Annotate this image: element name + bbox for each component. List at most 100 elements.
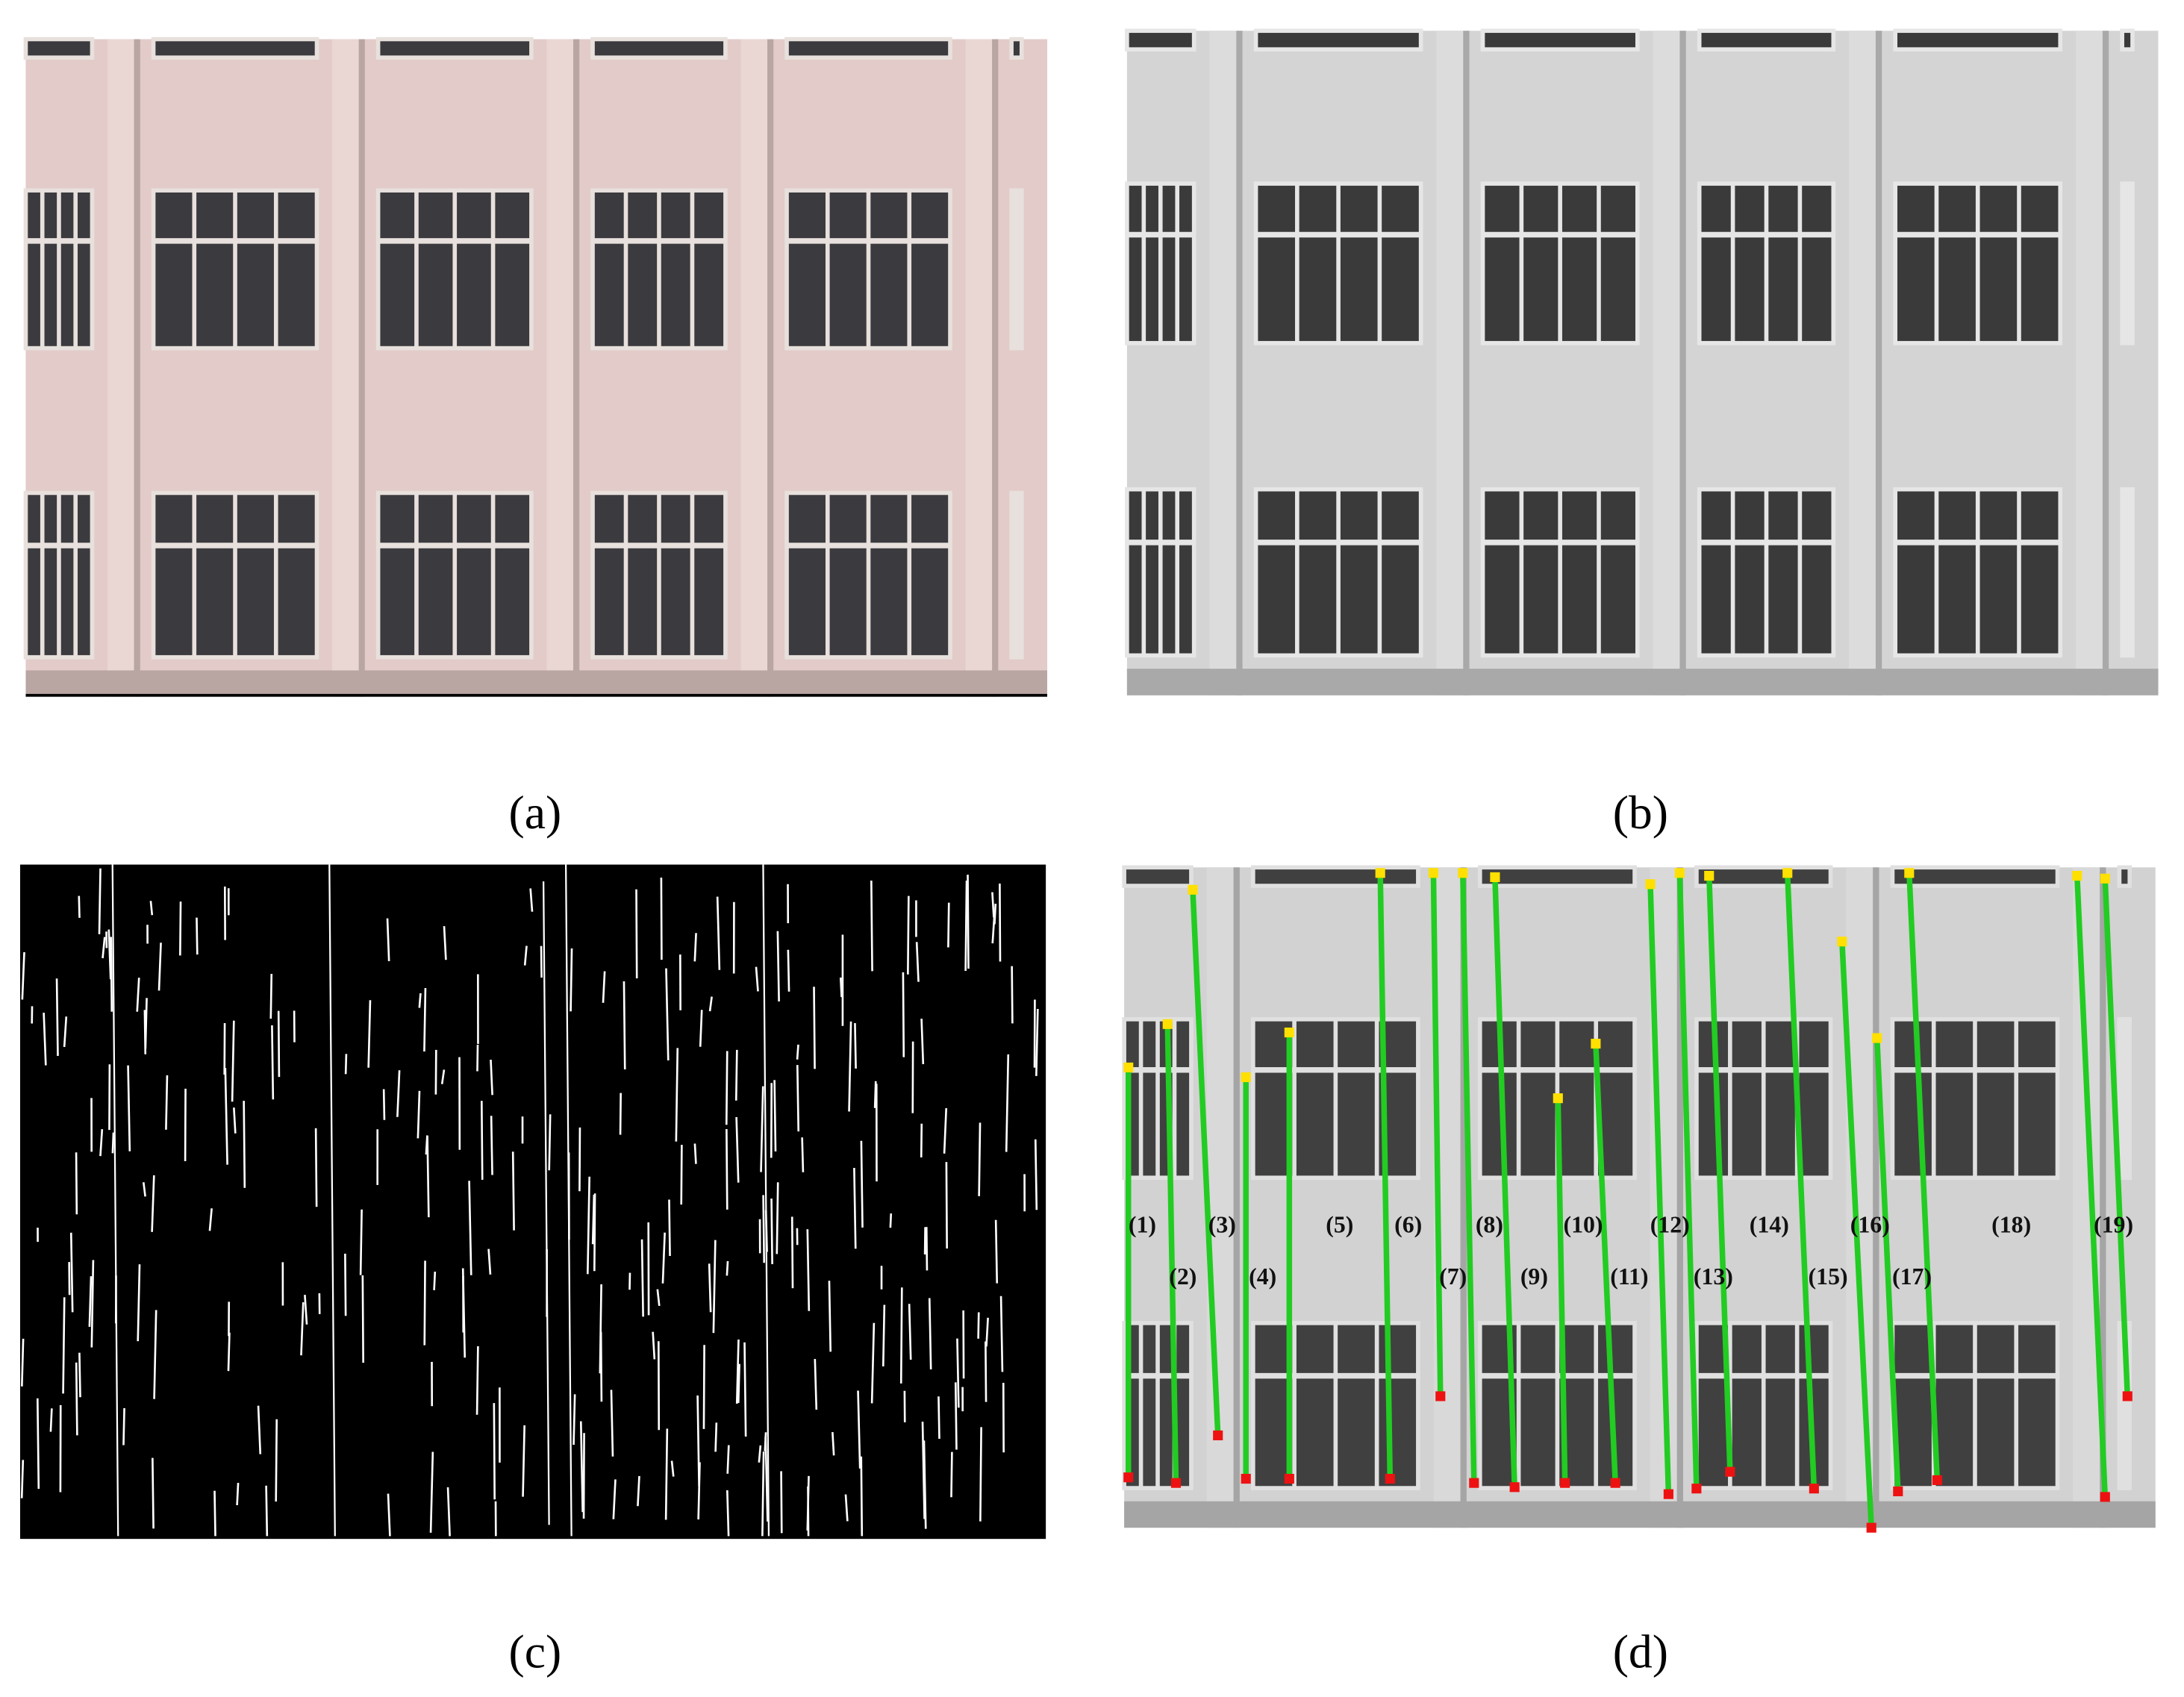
edge [165,1075,169,1130]
window [23,37,95,60]
edge [426,1136,430,1218]
edge [102,937,106,959]
edge [511,1151,515,1231]
pilaster-shade [1679,31,1686,696]
edge [796,1044,799,1060]
edge [908,1304,912,1360]
edge [493,1403,496,1500]
edge [602,971,606,1003]
edge [945,1162,948,1248]
edge [361,1275,364,1363]
edge [62,1297,66,1394]
pilaster-shade [1676,867,1683,1528]
pilaster-shade [992,39,999,697]
window [2120,28,2135,51]
edge [227,1332,231,1372]
edge [446,1487,451,1537]
line-segment [1190,890,1221,1436]
edge [758,1445,762,1463]
edge [423,987,427,1052]
edge [806,1229,811,1311]
line-segment [2102,878,2131,1397]
caption: (b) [1613,786,1668,839]
window [1251,865,1420,888]
edge [640,1239,644,1317]
panels: (1)(2)(3)(4)(5) (6)(7)(8)(9)(10)(11)(12)(… [19,28,2159,1540]
edge [947,902,950,948]
edge [670,1460,675,1477]
line-segment [1873,1037,1901,1492]
edge [726,1490,730,1537]
edge [708,996,713,1012]
edge [760,1086,764,1172]
edge [275,1419,278,1502]
edge [63,1016,68,1048]
line-label: (19) [2094,1212,2133,1238]
edge [136,978,140,1012]
edge [712,1240,717,1334]
line-label: (1) [1129,1212,1156,1238]
edge-map [19,864,1046,1540]
pilaster-shade [1873,867,1879,1528]
edge [915,942,920,982]
edge [920,1123,923,1157]
line-label: (5) [1326,1212,1353,1238]
edge [675,1048,679,1142]
line-label: (16) [1850,1212,1890,1238]
pilaster [1846,867,1877,1528]
edge [137,1264,141,1342]
edge [122,1407,125,1446]
edge [548,1114,552,1171]
edge [196,917,199,955]
edge [702,1345,705,1429]
pilaster-shade [1460,867,1467,1528]
edge [656,1289,661,1307]
edge [396,1070,401,1117]
ground [1124,1501,2156,1528]
edge [668,1199,671,1257]
end-point [1241,1473,1251,1484]
pilaster [1209,31,1241,696]
edge [157,943,162,991]
edge [848,1021,852,1112]
edge [726,1129,728,1210]
edge [490,1116,493,1175]
line-segment [1647,884,1672,1495]
edge [889,1213,893,1228]
start-point [1674,868,1685,878]
edge [304,1295,308,1325]
edge [776,931,780,1001]
window [2117,865,2132,888]
start-point [2072,870,2082,881]
line-label: (4) [1249,1263,1276,1290]
edge [418,993,422,1008]
line-segment [2074,875,2109,1498]
caption: (c) [509,1625,562,1678]
edge [593,1193,596,1272]
end-point [2122,1391,2132,1401]
edge [921,1422,926,1519]
line-label: (11) [1610,1263,1648,1290]
caption: (a) [509,786,562,839]
edge [761,1451,765,1537]
edge [542,881,550,1525]
edge [734,1049,738,1101]
edge [36,1398,40,1490]
line-label: (6) [1394,1212,1422,1238]
line-segment [1460,872,1477,1484]
end-point [1866,1522,1876,1533]
edge [529,888,534,912]
edge [853,1167,857,1249]
line-label: (3) [1208,1212,1236,1238]
line-label: (9) [1520,1263,1548,1290]
edge [839,977,843,998]
edge [540,946,543,978]
pilaster-shade [1233,867,1240,1528]
pilaster [740,39,772,697]
pilaster-shade [1463,31,1470,696]
pilaster [965,39,996,697]
window [1477,865,1637,888]
line-segment [1555,1098,1568,1484]
line-label: (14) [1750,1212,1789,1238]
edge [367,1000,372,1068]
